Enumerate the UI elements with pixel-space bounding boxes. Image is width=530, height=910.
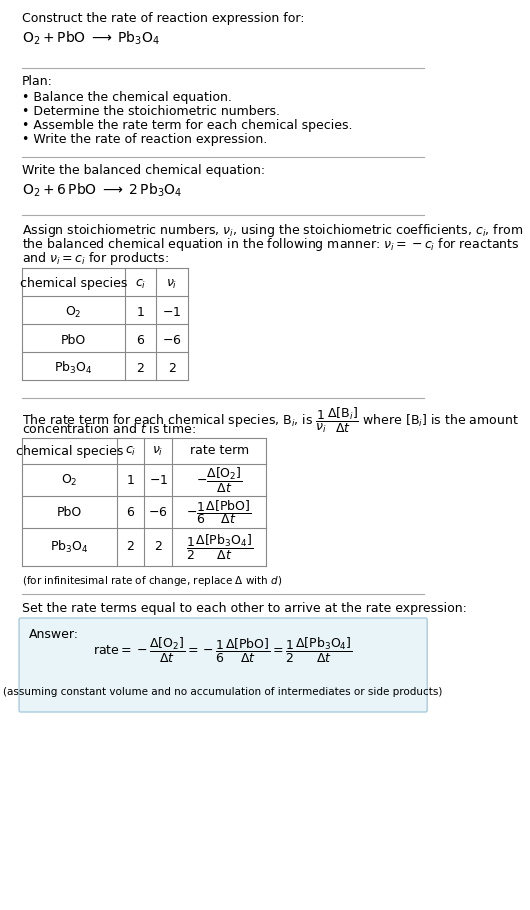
Text: $\nu_i$: $\nu_i$: [153, 444, 164, 458]
Text: chemical species: chemical species: [20, 278, 127, 290]
Text: • Determine the stoichiometric numbers.: • Determine the stoichiometric numbers.: [22, 105, 280, 118]
Text: $\mathrm{O_2 + PbO \;\longrightarrow\; Pb_3O_4}$: $\mathrm{O_2 + PbO \;\longrightarrow\; P…: [22, 30, 160, 47]
Text: Plan:: Plan:: [22, 75, 53, 88]
Text: • Assemble the rate term for each chemical species.: • Assemble the rate term for each chemic…: [22, 119, 352, 132]
Text: (for infinitesimal rate of change, replace $\Delta$ with $d$): (for infinitesimal rate of change, repla…: [22, 574, 282, 588]
Text: $\mathrm{O_2}$: $\mathrm{O_2}$: [61, 472, 78, 488]
Text: • Balance the chemical equation.: • Balance the chemical equation.: [22, 91, 232, 104]
Text: 2: 2: [127, 541, 135, 553]
Text: concentration and $t$ is time:: concentration and $t$ is time:: [22, 422, 196, 436]
Text: $-1$: $-1$: [162, 306, 181, 318]
Text: PbO: PbO: [57, 505, 82, 519]
Text: The rate term for each chemical species, $\mathrm{B}_i$, is $\dfrac{1}{\nu_i}\df: The rate term for each chemical species,…: [22, 406, 519, 435]
Text: $-\dfrac{1}{6}\dfrac{\Delta[\mathrm{PbO}]}{\Delta t}$: $-\dfrac{1}{6}\dfrac{\Delta[\mathrm{PbO}…: [187, 498, 252, 526]
Text: $\nu_i$: $\nu_i$: [166, 278, 178, 290]
Text: Set the rate terms equal to each other to arrive at the rate expression:: Set the rate terms equal to each other t…: [22, 602, 467, 615]
Text: $\mathrm{O_2 + 6\,PbO \;\longrightarrow\; 2\,Pb_3O_4}$: $\mathrm{O_2 + 6\,PbO \;\longrightarrow\…: [22, 182, 182, 199]
Text: $c_i$: $c_i$: [135, 278, 146, 290]
Text: $\mathrm{O_2}$: $\mathrm{O_2}$: [65, 305, 82, 319]
FancyBboxPatch shape: [19, 618, 427, 712]
Text: 6: 6: [136, 333, 144, 347]
Text: $c_i$: $c_i$: [125, 444, 136, 458]
Text: 2: 2: [154, 541, 162, 553]
Text: $-1$: $-1$: [148, 473, 167, 487]
Text: 2: 2: [168, 361, 176, 375]
Text: 1: 1: [136, 306, 144, 318]
Text: $-6$: $-6$: [162, 333, 182, 347]
Text: the balanced chemical equation in the following manner: $\nu_i = -c_i$ for react: the balanced chemical equation in the fo…: [22, 236, 520, 253]
Text: • Write the rate of reaction expression.: • Write the rate of reaction expression.: [22, 133, 268, 146]
Text: rate term: rate term: [190, 444, 249, 458]
Text: Construct the rate of reaction expression for:: Construct the rate of reaction expressio…: [22, 12, 305, 25]
Text: Answer:: Answer:: [29, 628, 78, 641]
Text: $\dfrac{1}{2}\dfrac{\Delta[\mathrm{Pb_3O_4}]}{\Delta t}$: $\dfrac{1}{2}\dfrac{\Delta[\mathrm{Pb_3O…: [186, 532, 253, 561]
Text: chemical species: chemical species: [16, 444, 123, 458]
Text: and $\nu_i = c_i$ for products:: and $\nu_i = c_i$ for products:: [22, 250, 169, 267]
Text: (assuming constant volume and no accumulation of intermediates or side products): (assuming constant volume and no accumul…: [3, 687, 443, 697]
Text: $\mathrm{Pb_3O_4}$: $\mathrm{Pb_3O_4}$: [54, 360, 93, 376]
Text: $-\dfrac{\Delta[\mathrm{O_2}]}{\Delta t}$: $-\dfrac{\Delta[\mathrm{O_2}]}{\Delta t}…: [196, 466, 243, 494]
Text: $-6$: $-6$: [148, 505, 168, 519]
Text: 2: 2: [136, 361, 144, 375]
Text: 1: 1: [127, 473, 135, 487]
Text: Assign stoichiometric numbers, $\nu_i$, using the stoichiometric coefficients, $: Assign stoichiometric numbers, $\nu_i$, …: [22, 222, 523, 239]
Text: $\mathrm{rate} = -\dfrac{\Delta[\mathrm{O_2}]}{\Delta t} = -\dfrac{1}{6}\dfrac{\: $\mathrm{rate} = -\dfrac{\Delta[\mathrm{…: [93, 635, 353, 664]
Text: 6: 6: [127, 505, 135, 519]
Text: PbO: PbO: [61, 333, 86, 347]
Text: Write the balanced chemical equation:: Write the balanced chemical equation:: [22, 164, 266, 177]
Text: $\mathrm{Pb_3O_4}$: $\mathrm{Pb_3O_4}$: [50, 539, 89, 555]
